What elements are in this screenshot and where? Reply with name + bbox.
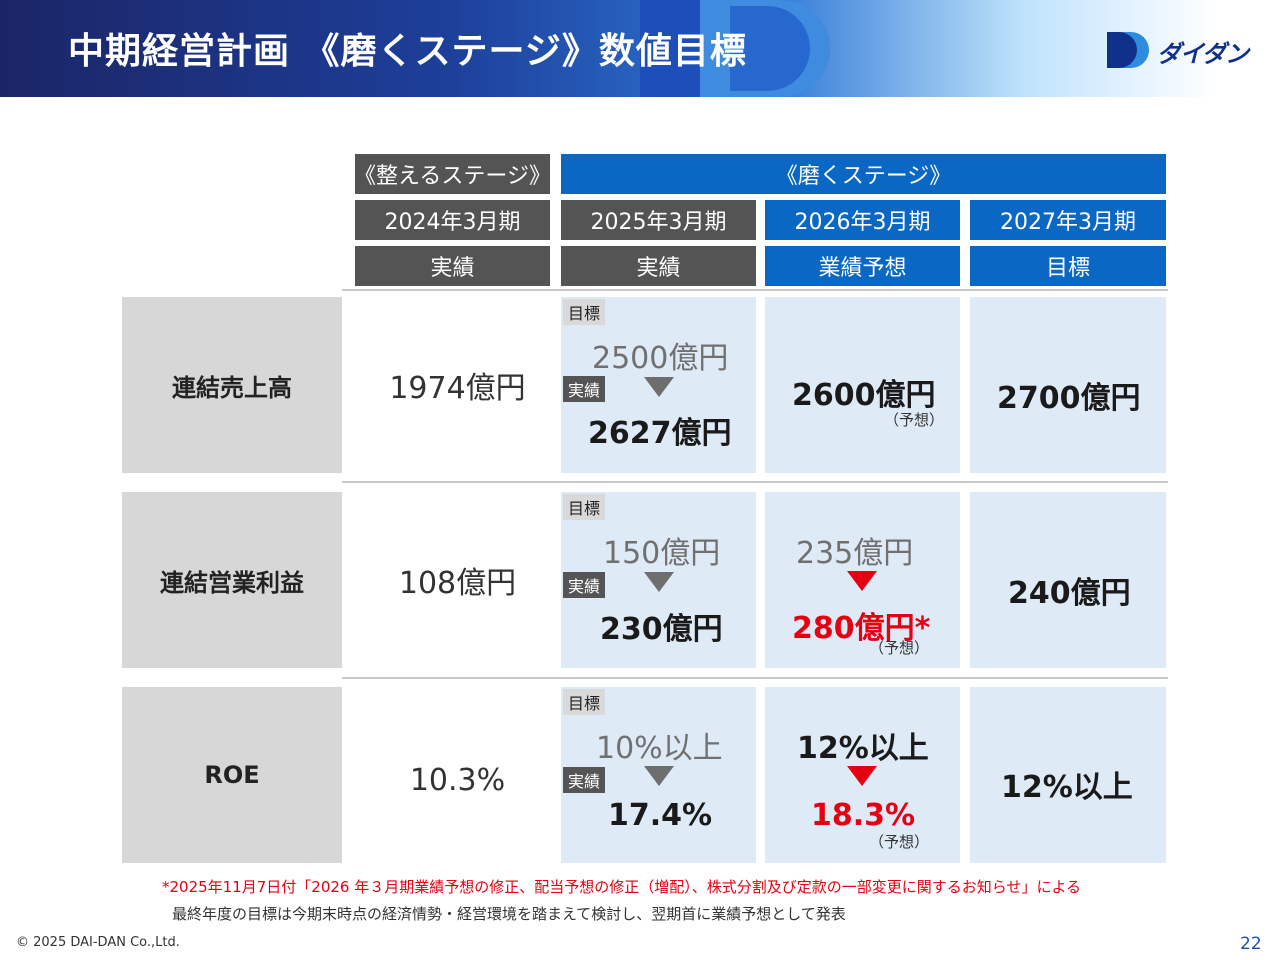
roe-fy2024: 10.3% <box>409 762 506 798</box>
net-sales-fy2027-target: 2700億円 <box>997 381 1141 416</box>
roe-fy2025-target: 10%以上 <box>596 731 723 766</box>
row-divider <box>342 677 1168 679</box>
type-header-fy2026: 業績予想 <box>765 246 960 286</box>
row-label-net-sales: 連結売上高 <box>122 297 342 473</box>
forecast-note: （予想） <box>869 639 930 657</box>
net-sales-fy2026-cell <box>765 297 960 473</box>
logo-mark-icon <box>1107 32 1149 68</box>
row-label-roe: ROE <box>122 687 342 863</box>
footnote-revision: *2025年11月7日付「2026 年３月期業績予想の修正、配当予想の修正（増配… <box>162 878 1082 896</box>
company-logo: ダイダン <box>1105 28 1255 72</box>
down-arrow-icon <box>644 377 674 397</box>
roe-fy2025-actual: 17.4% <box>608 798 713 833</box>
page-title: 中期経営計画 《磨くステージ》数値目標 <box>68 31 747 72</box>
header-banner: 中期経営計画 《磨くステージ》数値目標 <box>0 0 1280 97</box>
target-tag: 目標 <box>563 494 606 520</box>
actual-tag: 実績 <box>563 767 606 793</box>
row-divider <box>342 289 1168 291</box>
operating-income-fy2024: 108億円 <box>398 566 517 601</box>
header-arc-decoration <box>730 6 810 91</box>
footnote-final-year: 最終年度の目標は今期末時点の経済情勢・経営環境を踏まえて検討し、翌期首に業績予想… <box>172 905 846 923</box>
actual-tag: 実績 <box>563 376 606 402</box>
net-sales-fy2024: 1974億円 <box>389 371 526 406</box>
forecast-note: （予想） <box>884 411 945 429</box>
down-arrow-icon <box>644 572 674 592</box>
stage-prepare-header: 《整えるステージ》 <box>354 154 551 194</box>
copyright: © 2025 DAI-DAN Co.,Ltd. <box>16 935 180 950</box>
page-number: 22 <box>1240 934 1262 954</box>
type-header-fy2025: 実績 <box>561 246 756 286</box>
operating-income-fy2025-target: 150億円 <box>603 536 721 571</box>
stage-polish-header: 《磨くステージ》 <box>561 154 1166 194</box>
roe-fy2026-previous: 12%以上 <box>797 731 929 766</box>
operating-income-fy2027-cell <box>970 492 1166 668</box>
net-sales-fy2025-target: 2500億円 <box>592 341 729 376</box>
roe-fy2026-forecast: 18.3% <box>811 798 916 833</box>
row-label-operating-income: 連結営業利益 <box>122 492 342 668</box>
period-header-fy2024: 2024年3月期 <box>355 200 550 240</box>
type-header-fy2024: 実績 <box>355 246 550 286</box>
row-divider <box>342 481 1168 483</box>
operating-income-fy2025-actual: 230億円 <box>600 612 723 647</box>
logo-text: ダイダン <box>1157 40 1249 68</box>
forecast-note: （予想） <box>869 833 930 851</box>
down-arrow-icon <box>644 766 674 786</box>
period-header-fy2025: 2025年3月期 <box>561 200 756 240</box>
net-sales-fy2025-actual: 2627億円 <box>588 416 732 451</box>
target-tag: 目標 <box>563 689 606 715</box>
operating-income-fy2026-forecast: 280億円* <box>792 611 931 646</box>
operating-income-fy2026-previous: 235億円 <box>796 536 914 571</box>
actual-tag: 実績 <box>563 572 606 598</box>
operating-income-fy2027-target: 240億円 <box>1008 576 1131 611</box>
target-tag: 目標 <box>563 299 606 325</box>
net-sales-fy2026-forecast: 2600億円 <box>792 378 936 413</box>
roe-fy2027-cell <box>970 687 1166 863</box>
period-header-fy2027: 2027年3月期 <box>970 200 1166 240</box>
type-header-fy2027: 目標 <box>970 246 1166 286</box>
roe-fy2027-target: 12%以上 <box>1001 770 1133 805</box>
down-arrow-icon <box>847 766 877 786</box>
period-header-fy2026: 2026年3月期 <box>765 200 960 240</box>
net-sales-fy2027-cell <box>970 297 1166 473</box>
down-arrow-icon <box>847 571 877 591</box>
